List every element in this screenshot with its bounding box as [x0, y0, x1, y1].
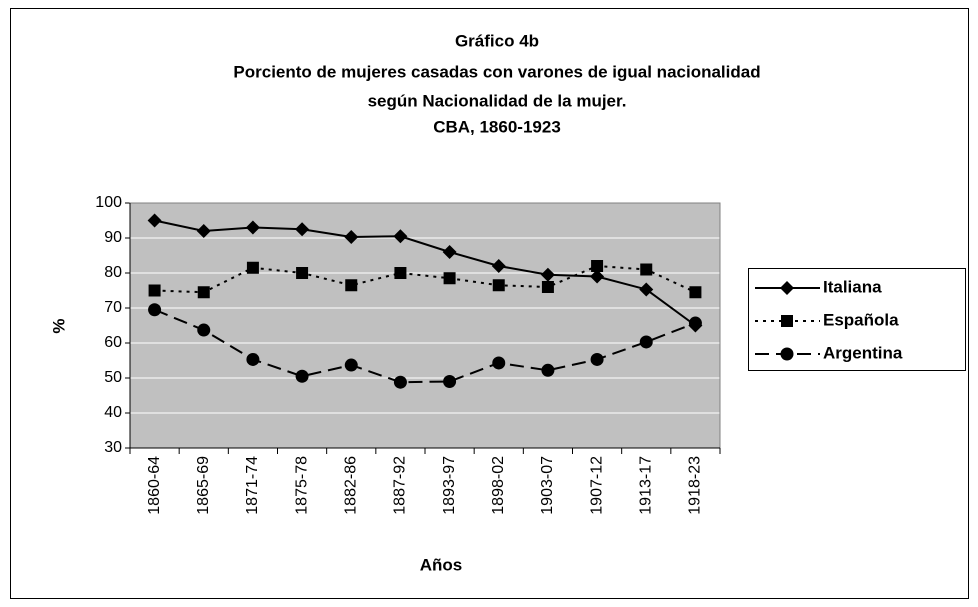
x-axis-label: Años — [420, 555, 463, 574]
series-line — [154, 308, 696, 384]
series-marker — [688, 316, 702, 330]
series-marker — [540, 267, 555, 282]
series-marker — [491, 259, 506, 273]
series-marker — [393, 375, 407, 389]
x-tick-label: 1913-17 — [637, 456, 654, 515]
chart-title: según Nacionalidad de la mujer. — [368, 91, 627, 110]
y-tick-label: 70 — [104, 299, 122, 316]
series-marker — [295, 369, 309, 383]
x-tick-label: 1898-02 — [490, 456, 507, 515]
series-marker — [442, 245, 457, 259]
series-marker — [344, 358, 358, 372]
x-tick-label: 1887-92 — [392, 456, 409, 515]
series-marker — [492, 356, 506, 370]
series-marker — [147, 213, 162, 228]
series-marker — [590, 269, 605, 284]
legend-label: Italiana — [823, 277, 882, 296]
series-line — [154, 219, 697, 327]
series-marker — [689, 286, 702, 299]
y-tick-label: 60 — [104, 334, 122, 351]
series-marker — [639, 282, 654, 297]
chart-title: Porciento de mujeres casadas con varones… — [233, 62, 760, 81]
x-tick-label: 1903-07 — [539, 456, 556, 515]
x-tick-label: 1918-23 — [687, 456, 704, 515]
series-marker — [246, 261, 259, 274]
chart-title: Gráfico 4b — [455, 31, 539, 50]
series-marker — [443, 375, 457, 388]
x-tick-label: 1882-86 — [342, 456, 359, 515]
series-marker — [148, 284, 161, 297]
series-marker — [541, 281, 554, 293]
series-marker — [393, 229, 408, 244]
series-marker — [640, 263, 653, 276]
series-marker — [345, 279, 358, 292]
series-marker — [197, 323, 211, 337]
plot-area — [130, 203, 720, 448]
series-marker — [344, 229, 359, 244]
x-tick-label: 1860-64 — [146, 456, 163, 515]
legend-label: Argentina — [823, 343, 903, 362]
series-marker — [296, 267, 309, 279]
series-marker — [245, 220, 260, 235]
y-tick-label: 30 — [104, 439, 122, 456]
legend-marker — [780, 347, 794, 361]
series-line — [154, 264, 696, 294]
series-marker — [196, 224, 211, 238]
legend-label: Española — [823, 310, 899, 329]
y-tick-label: 100 — [95, 194, 122, 211]
y-tick-label: 80 — [104, 264, 122, 281]
series-marker — [295, 222, 310, 237]
legend-marker — [780, 281, 794, 295]
x-tick-label: 1907-12 — [588, 456, 605, 515]
series-marker — [394, 267, 407, 279]
x-tick-label: 1865-69 — [195, 456, 212, 515]
chart-title: CBA, 1860-1923 — [433, 117, 561, 136]
y-tick-label: 50 — [104, 369, 122, 386]
series-marker — [148, 303, 162, 317]
y-axis-label: % — [49, 318, 68, 333]
series-marker — [541, 363, 555, 377]
series-marker — [197, 286, 210, 299]
series-marker — [591, 260, 604, 272]
y-tick-label: 40 — [104, 404, 122, 421]
series-marker — [246, 352, 260, 366]
x-tick-label: 1893-97 — [441, 456, 458, 515]
y-tick-label: 90 — [104, 229, 122, 246]
legend-marker — [781, 315, 793, 327]
series-marker — [639, 335, 653, 349]
x-tick-label: 1871-74 — [244, 456, 261, 515]
series-marker — [590, 352, 604, 366]
series-marker — [443, 272, 456, 285]
series-marker — [492, 279, 505, 292]
x-tick-label: 1875-78 — [293, 456, 310, 515]
